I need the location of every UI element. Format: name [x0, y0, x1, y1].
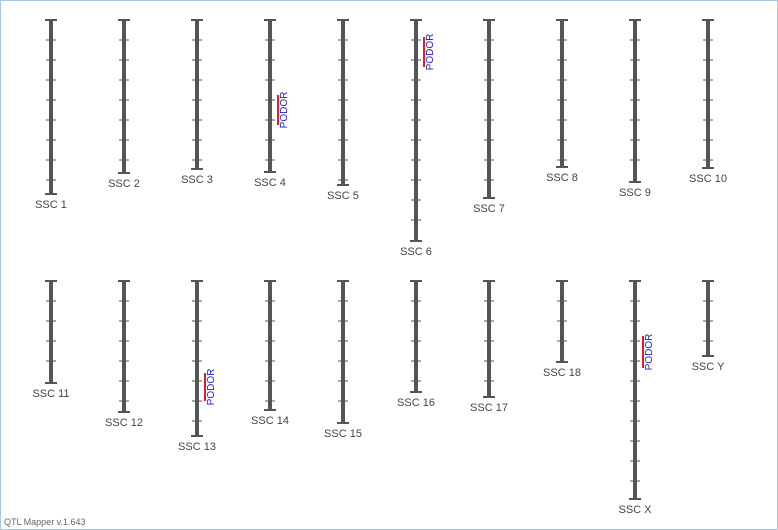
qtl-label: PODOR: [425, 34, 436, 71]
qtl-label: PODOR: [279, 92, 290, 129]
chromosome-label: SSC 17: [470, 402, 508, 414]
qtl-label: PODOR: [644, 334, 655, 371]
chromosome-label: SSC 14: [251, 415, 289, 427]
chromosome-label: SSC 2: [108, 178, 140, 190]
chromosome-label: SSC 3: [181, 174, 213, 186]
chromosome-label: SSC 15: [324, 428, 362, 440]
chromosome-label: SSC 16: [397, 397, 435, 409]
chromosome-label: SSC 9: [619, 187, 651, 199]
chromosome-label: SSC 18: [543, 367, 581, 379]
qtl-label: PODOR: [206, 369, 217, 406]
chromosome-label: SSC 5: [327, 190, 359, 202]
footer: QTL Mapper v.1.643: [4, 517, 86, 527]
chromosome-label: SSC 1: [35, 199, 67, 211]
chromosome-label: SSC 13: [178, 441, 216, 453]
chromosome-label: SSC 6: [400, 246, 432, 258]
chromosome-label: SSC 8: [546, 172, 578, 184]
chromosome-label: SSC 10: [689, 173, 727, 185]
chromosome-label: SSC X: [618, 504, 652, 516]
chromosome-label: SSC 12: [105, 417, 143, 429]
chromosome-label: SSC 4: [254, 177, 286, 189]
chromosome-label: SSC 11: [32, 388, 69, 400]
chromosome-label: SSC Y: [692, 361, 725, 373]
chromosome-label: SSC 7: [473, 203, 505, 215]
